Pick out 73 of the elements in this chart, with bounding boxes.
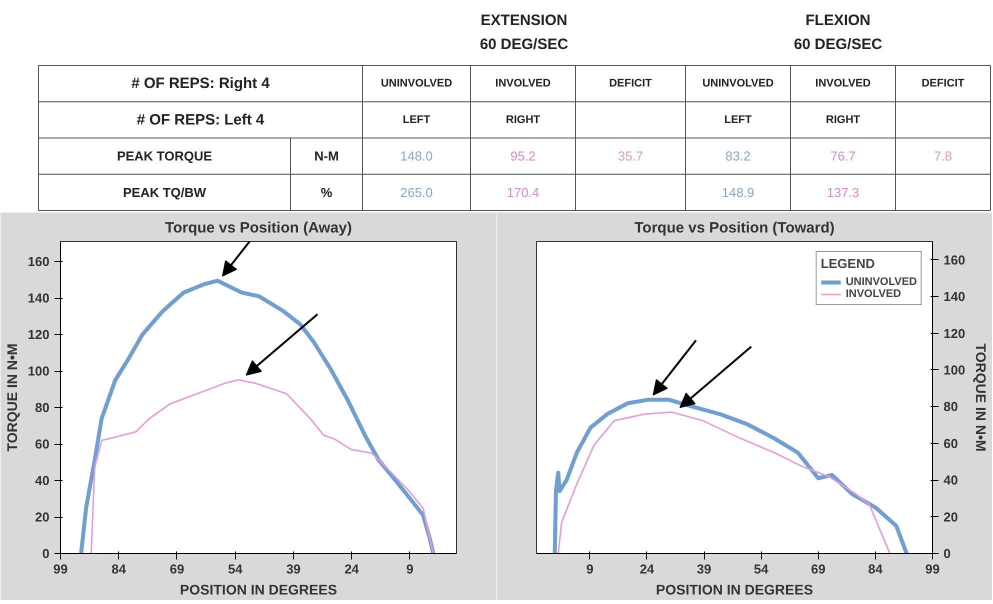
y-axis-title: TORQUE IN N•M: [4, 343, 20, 452]
text: LEFT: [724, 114, 752, 126]
y2-tick-label: 160: [944, 252, 966, 268]
text: 137.3: [826, 184, 860, 200]
x-tick-label: 39: [696, 562, 712, 576]
y2-tick-label: 120: [944, 326, 966, 341]
line-series: [79, 278, 436, 554]
text: 83.2: [725, 148, 751, 164]
chart-title: Torque vs Position (Toward): [634, 220, 835, 236]
legend-title: LEGEND: [820, 256, 876, 271]
y2-tick-label: 20: [944, 509, 958, 524]
x-tick-label: 69: [811, 562, 826, 576]
text: DEFICIT: [609, 78, 652, 90]
y2-tick-label: 60: [944, 436, 958, 451]
y-tick-label: 120: [28, 327, 50, 342]
x-axis-title: POSITION IN DEGREES: [180, 582, 338, 598]
x-tick-label: 69: [170, 562, 184, 576]
text: 148.0: [400, 148, 433, 164]
text: 60 DEG/SEC: [480, 36, 568, 53]
legend-label: UNINVOLVED: [846, 276, 917, 288]
text: 7.8: [934, 148, 952, 164]
text: 76.7: [830, 148, 856, 164]
text: DEFICIT: [922, 78, 965, 90]
x-tick-label: 54: [754, 562, 770, 576]
text: %: [320, 184, 333, 200]
text: FLEXION: [806, 12, 871, 29]
text: 265.0: [400, 184, 433, 200]
text: N-M: [314, 148, 339, 164]
y2-axis-title: TORQUE IN N•M: [973, 343, 990, 452]
y-tick-label: 160: [28, 254, 50, 270]
y-tick-label: 80: [35, 400, 50, 416]
chart-title: Torque vs Position (Away): [165, 220, 352, 236]
y-tick-label: 60: [35, 436, 50, 452]
y2-tick-label: 0: [944, 546, 951, 561]
y2-tick-label: 140: [944, 289, 966, 304]
text: INVOLVED: [495, 78, 551, 90]
y-tick-label: 40: [35, 473, 50, 488]
y2-tick-label: 80: [944, 399, 958, 414]
x-tick-label: 99: [53, 562, 68, 576]
text: UNINVOLVED: [702, 78, 774, 90]
text: RIGHT: [506, 114, 540, 126]
y2-tick-label: 40: [944, 472, 958, 488]
text: # OF REPS: Left 4: [136, 111, 265, 128]
y-tick-label: 0: [42, 546, 50, 561]
x-tick-label: 54: [228, 562, 244, 576]
text: RIGHT: [826, 114, 860, 126]
text: PEAK TORQUE: [116, 148, 212, 164]
text: EXTENSION: [480, 12, 568, 29]
x-tick-label: 84: [112, 562, 127, 576]
y-tick-label: 20: [35, 510, 50, 525]
x-tick-label: 24: [344, 562, 360, 576]
x-tick-label: 24: [640, 562, 655, 576]
y-tick-label: 100: [28, 364, 50, 379]
text: UNINVOLVED: [380, 78, 452, 90]
x-tick-label: 39: [286, 562, 301, 576]
y2-tick-label: 100: [944, 362, 966, 378]
line-series: [90, 379, 434, 554]
x-axis-title: POSITION IN DEGREES: [656, 582, 814, 598]
x-tick-label: 9: [406, 562, 414, 576]
text: INVOLVED: [815, 78, 871, 90]
y-tick-label: 140: [28, 290, 50, 306]
text: # OF REPS: Right 4: [131, 75, 270, 92]
text: 35.7: [618, 148, 644, 164]
x-tick-label: 84: [868, 562, 884, 576]
text: 60 DEG/SEC: [794, 36, 882, 53]
x-tick-label: 9: [586, 562, 594, 576]
legend-label: INVOLVED: [846, 288, 902, 300]
text: 148.9: [722, 184, 754, 200]
text: PEAK TQ/BW: [122, 184, 207, 200]
text: 95.2: [510, 148, 536, 164]
text: LEFT: [402, 114, 431, 126]
x-tick-label: 99: [925, 562, 940, 576]
text: 170.4: [506, 184, 540, 200]
